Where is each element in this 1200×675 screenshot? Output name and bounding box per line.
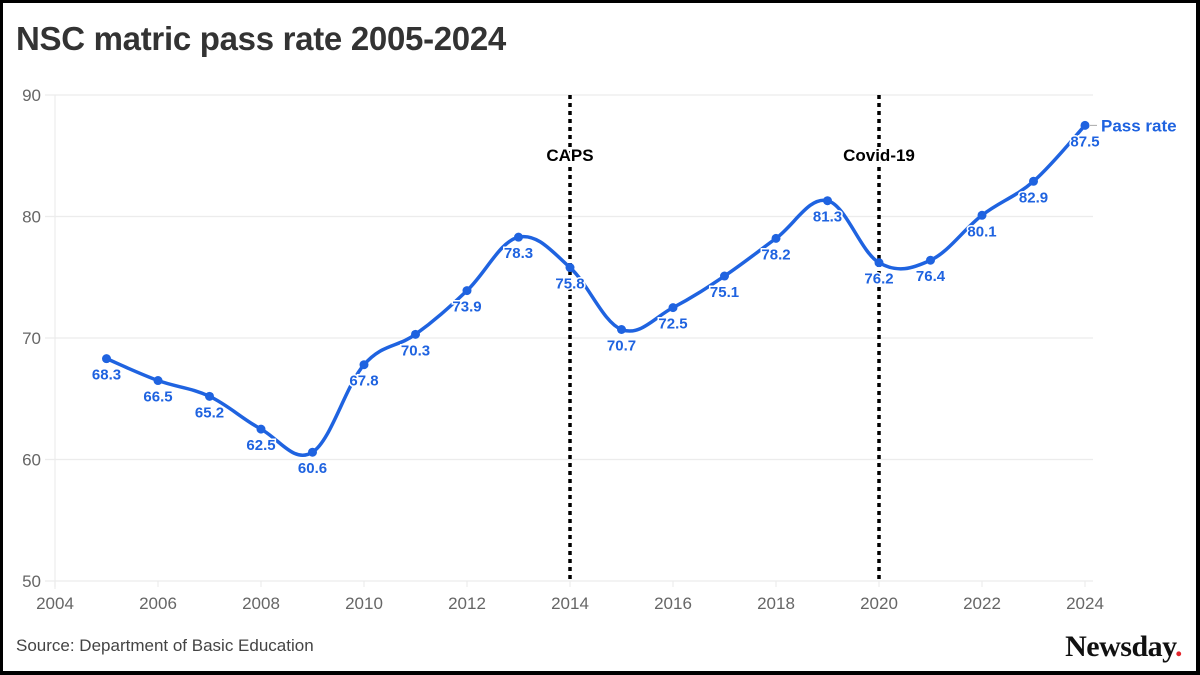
data-label: 66.5 xyxy=(143,389,172,406)
x-axis-ticks: 2004 2006 2008 2010 2012 2014 2016 2018 2020 2022… xyxy=(36,594,1104,613)
y-tick-label: 90 xyxy=(22,86,41,105)
data-label: 82.9 xyxy=(1019,189,1048,206)
x-tick-label: 2024 xyxy=(1066,594,1104,613)
x-tick-label: 2008 xyxy=(242,594,280,613)
series-points xyxy=(102,120,1090,457)
data-label: 87.5 xyxy=(1070,133,1099,150)
x-tick-label: 2006 xyxy=(139,594,177,613)
y-tick-label: 70 xyxy=(22,329,41,348)
data-point xyxy=(823,196,832,206)
logo-dot: . xyxy=(1175,630,1183,663)
newsday-logo: Newsday. xyxy=(1065,630,1182,664)
data-label: 75.8 xyxy=(555,276,584,293)
data-label: 67.8 xyxy=(349,373,378,390)
data-point xyxy=(1029,176,1038,186)
data-point xyxy=(256,424,266,434)
legend-label: Pass rate xyxy=(1101,116,1177,135)
data-point xyxy=(771,233,781,243)
annotation-label: Covid-19 xyxy=(843,146,915,165)
source-note: Source: Department of Basic Education xyxy=(16,636,314,655)
data-label: 81.3 xyxy=(813,209,842,226)
x-tick-label: 2022 xyxy=(963,594,1001,613)
y-tick-label: 50 xyxy=(22,572,41,591)
x-tick-label: 2004 xyxy=(36,594,74,613)
x-tick-label: 2020 xyxy=(860,594,898,613)
data-point xyxy=(153,376,163,386)
data-point xyxy=(462,286,472,296)
data-label: 78.3 xyxy=(504,245,533,262)
data-label: 76.4 xyxy=(916,268,946,285)
data-point xyxy=(926,255,935,265)
data-point xyxy=(102,354,111,364)
data-point xyxy=(617,324,626,334)
y-axis-ticks: 50 60 70 80 90 xyxy=(22,86,41,591)
series-line-pass-rate xyxy=(104,123,1087,457)
data-point xyxy=(411,329,420,339)
data-label: 75.1 xyxy=(710,284,739,301)
chart-title: NSC matric pass rate 2005-2024 xyxy=(16,20,506,57)
data-point xyxy=(205,391,214,401)
data-point xyxy=(720,271,729,281)
data-label: 73.9 xyxy=(452,299,481,316)
data-label: 76.2 xyxy=(864,271,893,288)
data-point xyxy=(874,258,884,268)
data-point xyxy=(565,263,575,273)
annotations: CAPS Covid-19 xyxy=(544,95,917,581)
x-tick-label: 2010 xyxy=(345,594,383,613)
data-label: 80.1 xyxy=(967,223,996,240)
data-label: 78.2 xyxy=(761,246,790,263)
data-point xyxy=(308,447,317,457)
data-label: 72.5 xyxy=(658,316,687,333)
x-tick-label: 2014 xyxy=(551,594,589,613)
data-label: 68.3 xyxy=(92,367,121,384)
logo-text: Newsday xyxy=(1065,630,1175,663)
data-label: 62.5 xyxy=(246,437,275,454)
x-tick-label: 2016 xyxy=(654,594,692,613)
data-labels: 68.3 66.5 65.2 62.5 60.6 67.8 70.3 73.9 78.3 75.8… xyxy=(90,132,1101,479)
x-tick-label: 2012 xyxy=(448,594,486,613)
annotation-label: CAPS xyxy=(546,146,593,165)
chart-frame xyxy=(3,3,1196,671)
data-point xyxy=(514,232,523,242)
y-tick-label: 60 xyxy=(22,451,41,470)
data-label: 65.2 xyxy=(195,404,224,421)
data-point xyxy=(668,303,678,313)
data-point xyxy=(1080,120,1090,130)
data-label: 70.3 xyxy=(401,342,430,359)
data-point xyxy=(359,360,369,370)
data-label: 70.7 xyxy=(607,337,636,354)
data-point xyxy=(977,210,987,220)
y-tick-label: 80 xyxy=(22,208,41,227)
legend: Pass rate xyxy=(1090,116,1177,135)
data-label: 60.6 xyxy=(298,460,327,477)
x-tick-label: 2018 xyxy=(757,594,795,613)
